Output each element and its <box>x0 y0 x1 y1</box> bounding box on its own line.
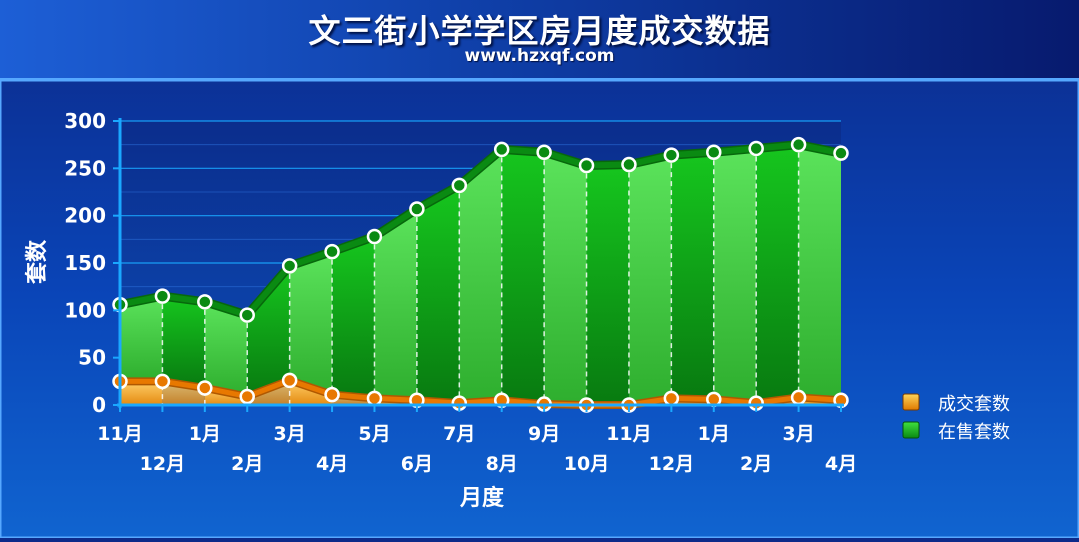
sale-point <box>621 156 637 173</box>
sale-area-segment <box>289 251 333 395</box>
sale-point <box>578 157 595 174</box>
chart-frame: 0 50 100 150 200 250 300 11月 12月 1月 2月 3月 4月 5月 6月 7月 8月… <box>0 78 1079 540</box>
x-tick-label: 9月 <box>528 423 560 445</box>
header: 文三街小学学区房月度成交数据 www.hzxqf.com <box>0 0 1079 80</box>
y-axis-label: 套数 <box>24 239 50 284</box>
sale-point <box>493 141 510 158</box>
sold-point <box>154 373 171 390</box>
sold-point <box>790 389 807 406</box>
sale-area-segment <box>374 209 417 401</box>
sale-point <box>154 288 171 304</box>
y-tick-label: 300 <box>64 109 106 133</box>
x-tick-label: 10月 <box>564 453 609 475</box>
y-tick-label: 250 <box>64 156 106 180</box>
sold-area-segment <box>120 381 163 405</box>
y-tick-label: 50 <box>78 346 106 370</box>
x-tick-label: 5月 <box>358 423 390 445</box>
x-tick-label: 7月 <box>443 423 475 445</box>
y-tick-label: 100 <box>64 298 106 322</box>
x-tick-label: 1月 <box>189 423 221 445</box>
x-tick-label: 6月 <box>401 453 433 475</box>
chart-title: 文三街小学学区房月度成交数据 <box>308 12 771 50</box>
x-tick-label: 1月 <box>698 423 730 445</box>
sale-point <box>197 294 213 310</box>
x-tick-label: 2月 <box>231 453 263 475</box>
x-tick-label: 3月 <box>274 423 306 445</box>
sale-area-segment <box>756 144 799 404</box>
legend-label-sold: 成交套数 <box>938 394 1010 415</box>
sale-point <box>748 140 764 157</box>
sale-area-segment <box>671 152 714 400</box>
x-tick-label: 4月 <box>316 453 348 475</box>
sold-point <box>663 390 680 407</box>
y-tick-label: 150 <box>64 251 106 275</box>
legend-swatch-sold <box>902 393 920 411</box>
sale-area-segment <box>713 148 757 404</box>
sale-area-segment <box>501 149 545 405</box>
x-tick-label: 11月 <box>606 423 651 445</box>
sale-point <box>409 201 425 217</box>
sale-area-segment <box>586 164 629 405</box>
plot-area: 05010015020025030011月12月1月2月3月4月5月6月7月8月… <box>64 109 857 475</box>
sale-point <box>324 243 340 260</box>
sale-area-segment <box>628 155 672 405</box>
chart-subtitle: www.hzxqf.com <box>464 46 615 66</box>
sale-area-segment <box>204 301 248 397</box>
legend: 成交套数 在售套数 <box>902 393 1010 443</box>
x-tick-label: 11月 <box>97 423 142 445</box>
sale-area-segment <box>332 236 375 399</box>
x-tick-label: 8月 <box>486 453 518 475</box>
sale-point <box>790 136 807 153</box>
sold-point <box>239 388 255 405</box>
x-tick-label: 2月 <box>740 453 772 475</box>
x-tick-label: 12月 <box>649 453 694 475</box>
area-chart: 05010015020025030011月12月1月2月3月4月5月6月7月8月… <box>0 78 1079 540</box>
sale-point <box>536 144 552 160</box>
legend-swatch-sale <box>902 421 920 439</box>
sale-point <box>663 147 680 163</box>
sale-area-segment <box>459 149 502 404</box>
sold-point <box>281 372 298 389</box>
sale-point <box>281 258 298 274</box>
sale-point <box>451 177 468 194</box>
sale-area-segment <box>798 144 841 401</box>
sold-point <box>324 386 340 403</box>
y-tick-label: 0 <box>92 393 106 417</box>
x-axis-label: 月度 <box>459 485 505 511</box>
y-tick-label: 200 <box>64 204 106 228</box>
x-tick-label: 4月 <box>825 453 857 475</box>
sale-point <box>706 144 722 160</box>
sold-point <box>197 380 213 396</box>
sale-area-segment <box>544 152 587 405</box>
sale-area-segment <box>120 296 163 382</box>
legend-label-sale: 在售套数 <box>938 422 1010 443</box>
sale-point <box>366 228 383 245</box>
sale-point <box>239 307 255 323</box>
sale-area-segment <box>247 265 290 397</box>
sale-point <box>833 145 849 161</box>
x-tick-label: 3月 <box>782 423 814 445</box>
x-tick-label: 12月 <box>140 453 185 475</box>
sale-area-segment <box>416 185 460 404</box>
sold-point <box>366 390 383 407</box>
sale-area-segment <box>162 296 205 388</box>
